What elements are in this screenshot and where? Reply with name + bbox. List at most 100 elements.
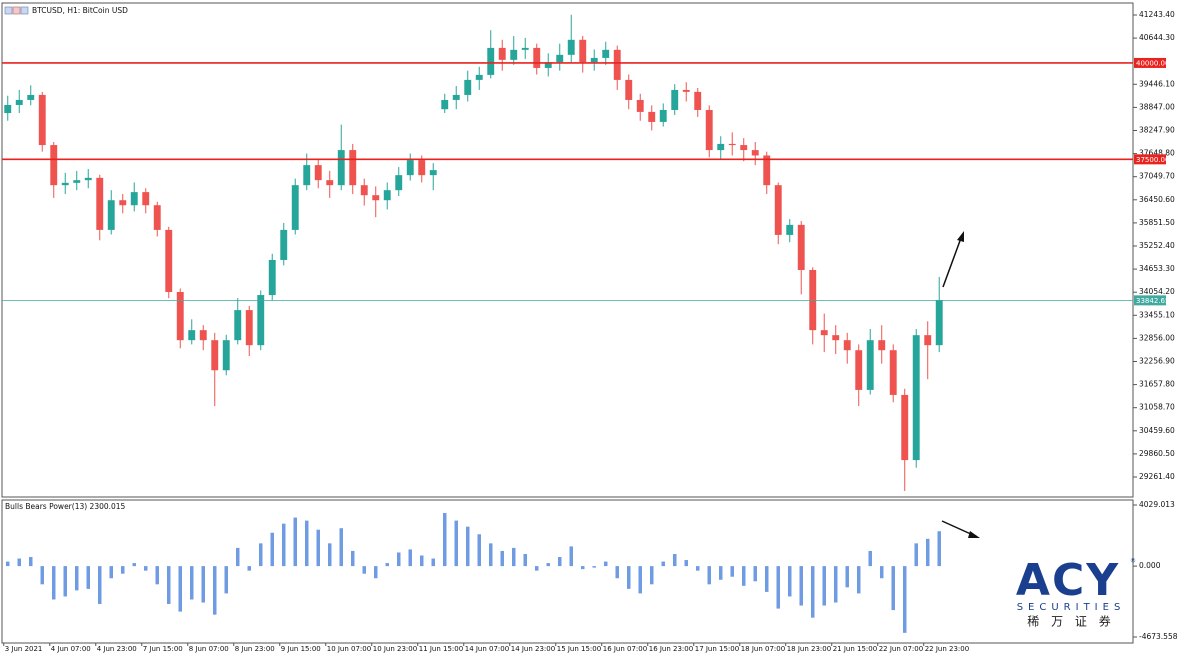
histogram-bar [465,526,470,567]
x-tick-label: 8 Jun 23:00 [235,645,275,653]
histogram-bar [258,543,263,567]
candle-body [211,340,219,371]
candle-body [866,340,874,390]
histogram-bar [684,560,688,567]
histogram-bar [810,566,815,618]
histogram-bar [937,531,941,567]
histogram-bar [879,566,884,579]
candle-body [199,330,207,341]
level-label: 40000.00 [1136,59,1169,67]
candle-body [889,350,897,395]
histogram-bar [730,566,734,577]
arrow-up [942,231,964,288]
histogram-bar [523,553,527,567]
histogram-bar [557,557,562,567]
histogram-bar [661,561,665,567]
histogram-bar [408,549,412,567]
y-tick-label: 35252.40 [1139,241,1175,250]
histogram-bar [28,557,33,567]
histogram-bar [753,566,757,582]
histogram-bar [120,566,125,574]
histogram-bar [63,566,67,597]
candle-body [119,200,127,206]
histogram-bar [546,563,550,567]
candle-body [429,170,437,176]
histogram-bar [454,520,458,567]
candle-body [326,180,334,186]
y-tick-label: 0.000 [1139,561,1161,570]
candle-body [556,54,564,63]
candle-body [395,175,403,191]
candle-body [567,39,575,55]
candle-body [648,111,656,122]
arrow-down [941,520,980,538]
y-tick-label: 35851.50 [1139,218,1175,227]
histogram-bar [626,566,631,589]
histogram-bar [17,558,21,567]
histogram-bar [224,566,228,594]
chart-title: BTCUSD, H1: BitCoin USD [32,6,128,15]
candle-body [579,39,587,63]
x-tick-label: 10 Jun 23:00 [373,645,417,653]
x-tick-label: 22 Jun 07:00 [879,645,923,653]
level-label-box [1134,57,1166,68]
histogram-bar [143,566,148,571]
x-tick-label: 4 Jun 07:00 [51,645,91,653]
candle-body [38,94,46,146]
candle-body [717,143,725,151]
candle-body [786,224,794,235]
level-label: 37500.00 [1136,156,1169,164]
y-tick-label: 36450.60 [1139,195,1175,204]
histogram-bar [132,563,136,567]
x-tick-label: 21 Jun 15:00 [833,645,877,653]
histogram-bar [488,543,493,567]
histogram-bar [74,566,79,591]
y-tick-label: 29860.50 [1139,449,1175,458]
histogram-bar [477,534,481,567]
x-tick-label: 16 Jun 23:00 [649,645,693,653]
candle-body [625,79,633,100]
candle-body [740,145,748,151]
candle-body [165,229,173,292]
histogram-bar [51,566,56,600]
y-tick-label: 31657.80 [1139,380,1175,389]
histogram-bar [534,566,539,571]
histogram-bar [891,566,895,611]
candle-body [188,330,196,341]
histogram-bar [695,566,700,571]
histogram-bar [247,566,251,571]
candle-body [245,310,253,346]
y-tick-label: 29261.40 [1139,472,1175,481]
x-tick-label: 4 Jun 23:00 [97,645,137,653]
candle-body [774,185,782,235]
candle-body [291,185,299,230]
y-tick-label: 38847.00 [1139,102,1175,111]
candle-body [314,165,322,181]
histogram-bar [40,566,44,585]
candle-body [487,47,495,75]
x-tick-label: 7 Jun 15:00 [143,645,183,653]
histogram-bar [649,566,654,585]
histogram-bar [845,566,849,588]
candle-body [73,180,81,183]
histogram-bar [707,566,711,585]
candle-body [441,99,449,110]
histogram-bar [764,566,769,592]
x-tick-label: 14 Jun 07:00 [465,645,509,653]
candle-body [61,182,69,186]
histogram-bar [350,550,355,567]
candle-body [728,143,736,146]
candle-body [372,195,380,201]
histogram-bar [327,543,332,567]
candle-body [659,109,667,122]
histogram-bar [189,566,194,600]
candle-body [107,200,115,230]
price-panel [1,2,1134,498]
candle-body [84,177,92,181]
candle-body [832,335,840,341]
y-tick-label: 32256.90 [1139,356,1175,365]
histogram-bar [741,566,746,586]
y-tick-label: 37049.70 [1139,172,1175,181]
